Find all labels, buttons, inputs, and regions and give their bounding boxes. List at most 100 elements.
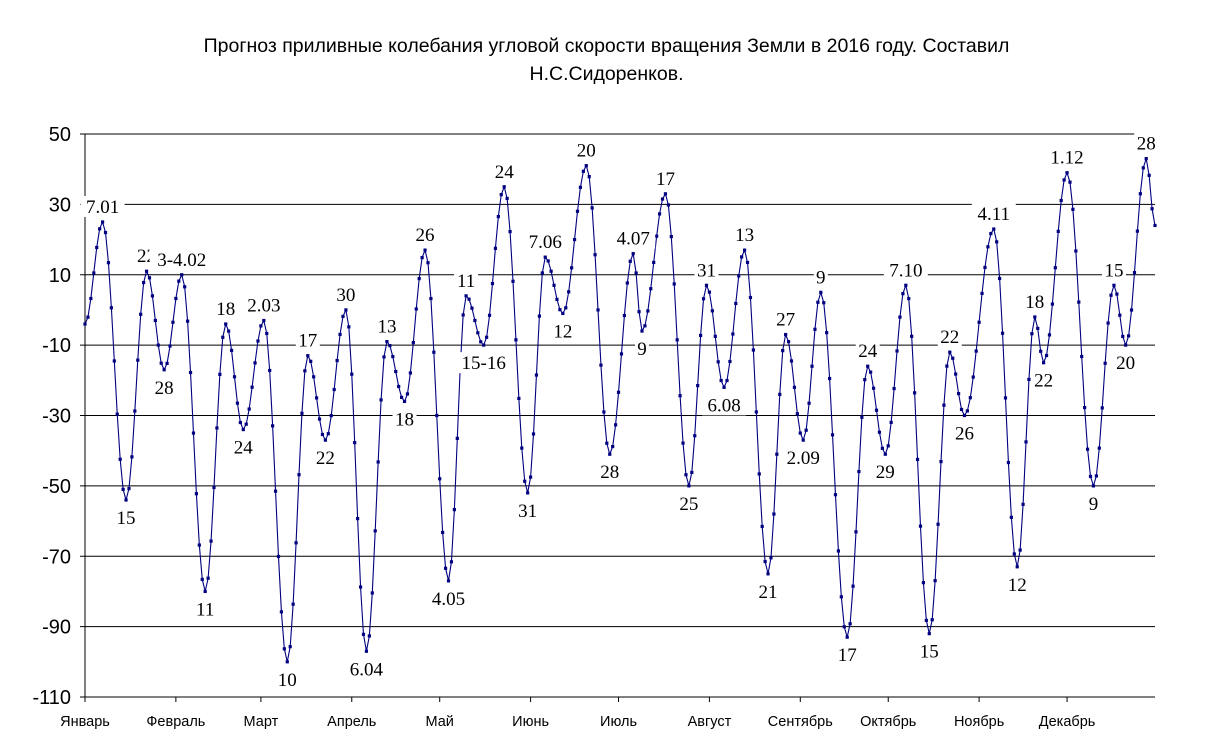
annotation-label: 3-4.02 <box>157 250 206 271</box>
data-point <box>414 307 418 311</box>
data-point <box>356 516 360 521</box>
data-point <box>1050 302 1054 306</box>
data-point <box>828 376 832 381</box>
data-point <box>341 314 345 318</box>
data-point <box>1036 326 1040 331</box>
annotation-label: 24 <box>858 341 878 362</box>
annotation-label: 12 <box>1008 575 1027 596</box>
annotation-label: 9 <box>637 339 647 360</box>
data-point <box>162 368 166 372</box>
data-point <box>1144 157 1148 161</box>
data-point <box>531 432 536 436</box>
data-point <box>156 343 160 347</box>
data-point <box>1150 207 1154 211</box>
data-point <box>652 260 656 265</box>
y-tick-label: -110 <box>32 687 71 709</box>
data-point <box>174 296 178 301</box>
x-tick-label: Апрель <box>327 714 376 730</box>
data-point <box>1080 354 1084 359</box>
data-point <box>1012 552 1016 556</box>
data-point <box>382 355 386 359</box>
data-point <box>719 378 723 383</box>
data-point <box>611 444 615 449</box>
data-point <box>798 431 802 435</box>
data-point <box>523 479 527 483</box>
data-point <box>262 318 266 323</box>
x-tick-label: Февраль <box>146 714 205 730</box>
data-point <box>851 584 855 588</box>
data-point <box>581 169 585 173</box>
data-point <box>435 413 439 418</box>
annotation-label: 2.03 <box>247 295 280 316</box>
data-point <box>572 237 577 242</box>
data-point <box>757 472 761 476</box>
data-point <box>511 279 515 283</box>
data-point <box>186 319 190 323</box>
data-point <box>1083 405 1087 410</box>
data-point <box>394 369 398 374</box>
data-point <box>842 625 846 629</box>
data-point <box>986 245 990 249</box>
data-point <box>716 360 720 364</box>
data-point <box>1056 229 1060 233</box>
annotation-background <box>1086 492 1101 514</box>
data-point <box>983 265 987 270</box>
data-point <box>221 335 225 339</box>
annotation-label: 26 <box>416 225 435 246</box>
data-point <box>863 378 867 382</box>
data-point <box>722 385 726 389</box>
data-point <box>130 455 134 459</box>
annotation-label: 13 <box>377 317 396 338</box>
data-point <box>106 261 111 265</box>
data-point <box>936 522 940 526</box>
data-point <box>388 344 392 348</box>
data-point <box>1053 266 1057 270</box>
data-point <box>86 315 90 319</box>
data-point <box>408 371 412 375</box>
data-point <box>490 281 495 286</box>
y-axis-ticks: 50 30 10 -10 -30 -50 -70 -90 -110 <box>32 124 71 709</box>
data-point <box>590 206 594 210</box>
data-point <box>344 308 348 312</box>
data-point <box>710 309 714 313</box>
data-point <box>417 277 421 281</box>
annotation-background <box>813 266 828 288</box>
data-point <box>441 530 445 535</box>
data-point <box>358 585 363 589</box>
data-point <box>253 361 257 365</box>
data-point <box>570 266 574 270</box>
data-point <box>951 356 955 360</box>
data-point <box>470 306 474 310</box>
data-point <box>353 441 357 445</box>
annotation-label: 18 <box>395 409 414 430</box>
annotation-background <box>515 499 540 521</box>
data-point <box>1094 474 1098 478</box>
data-point <box>625 281 629 285</box>
annotation-label: 6.08 <box>707 395 740 416</box>
data-point <box>273 489 278 493</box>
data-point <box>514 338 518 342</box>
data-point <box>297 473 301 477</box>
annotation-label: 22 <box>316 448 335 469</box>
data-point <box>807 401 811 405</box>
annotation-background <box>313 447 338 469</box>
data-point <box>745 260 750 265</box>
annotation-label: 11 <box>457 271 475 292</box>
data-point <box>977 320 981 324</box>
data-point <box>194 492 198 496</box>
annotation-background <box>426 587 471 609</box>
annotation-background <box>1031 369 1056 391</box>
data-point <box>737 274 741 278</box>
data-point <box>713 334 717 338</box>
data-point <box>833 493 838 497</box>
annotation-background <box>344 658 389 680</box>
y-tick-label: -50 <box>42 476 71 498</box>
data-point <box>622 313 626 318</box>
data-point <box>168 344 172 348</box>
data-point <box>534 373 539 377</box>
data-point <box>921 581 926 585</box>
annotation-label: 18 <box>1025 292 1044 313</box>
data-point <box>423 248 427 252</box>
annotation-label: 4.11 <box>977 204 1010 225</box>
data-point <box>1024 440 1028 444</box>
